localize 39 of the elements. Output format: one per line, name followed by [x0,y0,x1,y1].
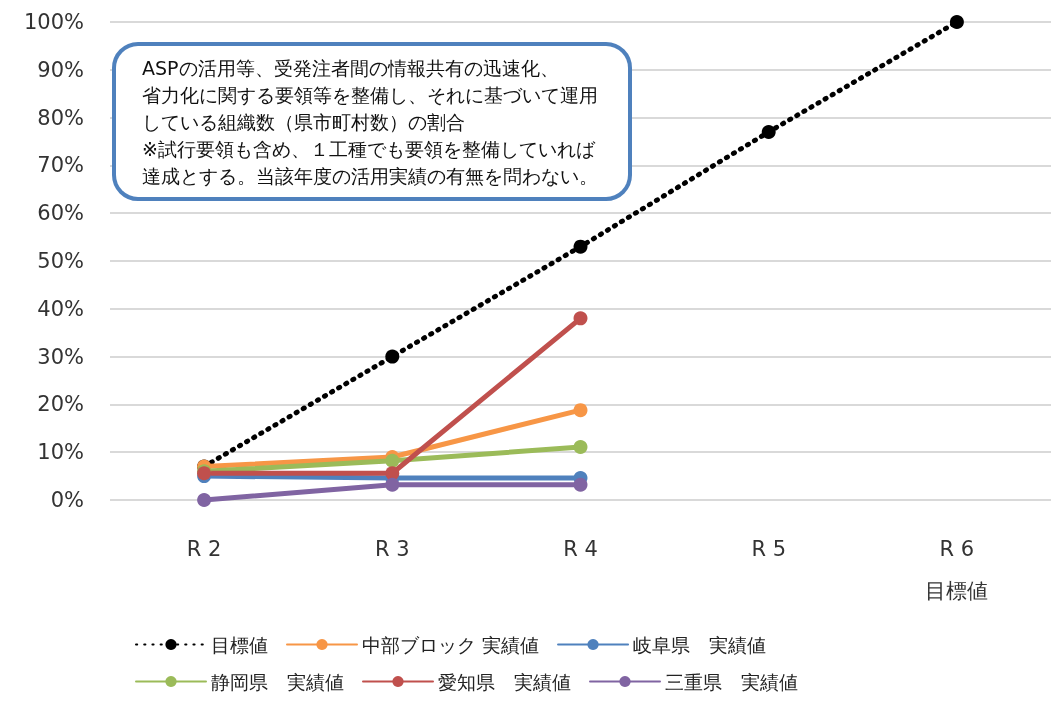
annotation: ※試行要領も含め、１工種でも要領を整備していれば [142,137,596,160]
y-tick-label: 80% [37,105,84,130]
legend-label: 愛知県 実績値 [438,670,571,693]
legend-label: 目標値 [211,633,268,656]
point [573,439,588,454]
annotation: している組織数（県市町村数）の割合 [142,110,465,133]
x-tick-label: R 6 目標値 [925,537,989,603]
y-tick-label: 30% [37,344,84,369]
annotation: ASPの活用等、受発注者間の情報共有の迅速化、 [142,56,559,79]
x-tick-label: R 5 [751,537,787,561]
y-tick-label: 100% [23,10,84,34]
point [573,477,588,492]
y-tick-label: 60% [37,201,84,226]
y-tick-label: 10% [37,440,84,465]
x-tick-label: R 2 [186,537,222,561]
point [761,124,776,139]
point [949,15,964,29]
y-tick-label: 20% [37,392,84,417]
legend-label: 三重県 実績値 [665,670,798,693]
y-tick-label: 90% [37,57,84,82]
point [385,477,400,492]
legend-label: 静岡県 実績値 [211,670,344,693]
point [385,466,400,481]
y-tick-label: 70% [37,153,84,178]
point [573,311,588,326]
point [197,493,212,507]
annotation: 達成とする。当該年度の活用実績の有無を問わない。 [142,164,598,187]
legend-label: 岐阜県 実績値 [633,633,767,656]
y-tick-label: 40% [37,296,84,321]
point [385,349,400,364]
x-tick-label: R 3 [374,537,410,561]
legend-label: 中部ブロック 実績値 [362,633,540,656]
y-tick-label: 50% [37,249,84,273]
point [385,453,400,468]
annotation: 省力化に関する要領等を整備し、それに基づいて運用 [142,83,598,106]
x-tick-label: R 4 [563,537,598,561]
y-tick-label: 0% [50,488,84,512]
point [573,239,588,254]
point [573,403,588,418]
